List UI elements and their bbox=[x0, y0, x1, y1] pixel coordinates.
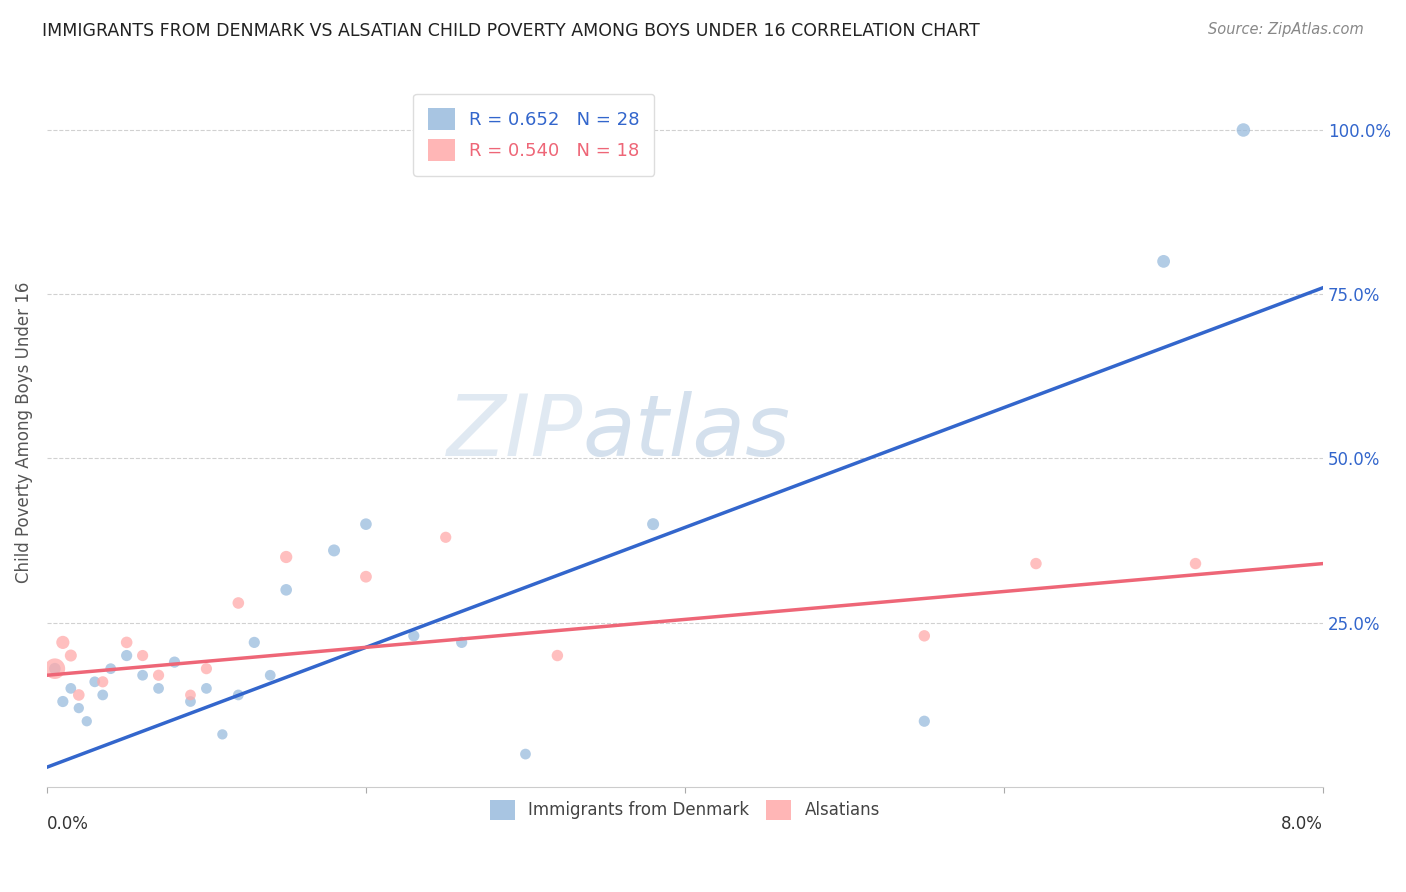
Text: ZIP: ZIP bbox=[447, 391, 583, 474]
Point bbox=[148, 681, 170, 696]
Point bbox=[148, 668, 170, 682]
Point bbox=[67, 688, 90, 702]
Point bbox=[228, 688, 250, 702]
Point bbox=[131, 668, 153, 682]
Point bbox=[912, 714, 935, 729]
Point bbox=[1025, 557, 1047, 571]
Legend: Immigrants from Denmark, Alsatians: Immigrants from Denmark, Alsatians bbox=[482, 791, 889, 829]
Text: IMMIGRANTS FROM DENMARK VS ALSATIAN CHILD POVERTY AMONG BOYS UNDER 16 CORRELATIO: IMMIGRANTS FROM DENMARK VS ALSATIAN CHIL… bbox=[42, 22, 980, 40]
Point bbox=[1153, 254, 1175, 268]
Point bbox=[450, 635, 472, 649]
Point bbox=[1232, 123, 1254, 137]
Text: 8.0%: 8.0% bbox=[1281, 815, 1323, 833]
Point bbox=[91, 688, 114, 702]
Point bbox=[52, 635, 75, 649]
Point bbox=[44, 662, 66, 676]
Point bbox=[354, 517, 377, 532]
Point bbox=[243, 635, 266, 649]
Point bbox=[59, 681, 82, 696]
Point bbox=[76, 714, 98, 729]
Point bbox=[100, 662, 122, 676]
Point bbox=[195, 681, 218, 696]
Point bbox=[912, 629, 935, 643]
Point bbox=[115, 635, 138, 649]
Point bbox=[83, 674, 105, 689]
Point bbox=[228, 596, 250, 610]
Point bbox=[163, 655, 186, 669]
Point bbox=[402, 629, 425, 643]
Y-axis label: Child Poverty Among Boys Under 16: Child Poverty Among Boys Under 16 bbox=[15, 282, 32, 582]
Point bbox=[131, 648, 153, 663]
Point bbox=[259, 668, 281, 682]
Point bbox=[546, 648, 568, 663]
Text: 0.0%: 0.0% bbox=[46, 815, 89, 833]
Text: atlas: atlas bbox=[583, 391, 792, 474]
Point bbox=[276, 549, 298, 564]
Point bbox=[1184, 557, 1206, 571]
Point bbox=[67, 701, 90, 715]
Point bbox=[195, 662, 218, 676]
Point bbox=[434, 530, 457, 544]
Point bbox=[643, 517, 665, 532]
Point bbox=[354, 570, 377, 584]
Point bbox=[52, 694, 75, 708]
Point bbox=[211, 727, 233, 741]
Point bbox=[515, 747, 537, 761]
Point bbox=[91, 674, 114, 689]
Point bbox=[179, 688, 201, 702]
Point bbox=[323, 543, 346, 558]
Text: Source: ZipAtlas.com: Source: ZipAtlas.com bbox=[1208, 22, 1364, 37]
Point bbox=[44, 662, 66, 676]
Point bbox=[115, 648, 138, 663]
Point bbox=[179, 694, 201, 708]
Point bbox=[59, 648, 82, 663]
Point bbox=[276, 582, 298, 597]
